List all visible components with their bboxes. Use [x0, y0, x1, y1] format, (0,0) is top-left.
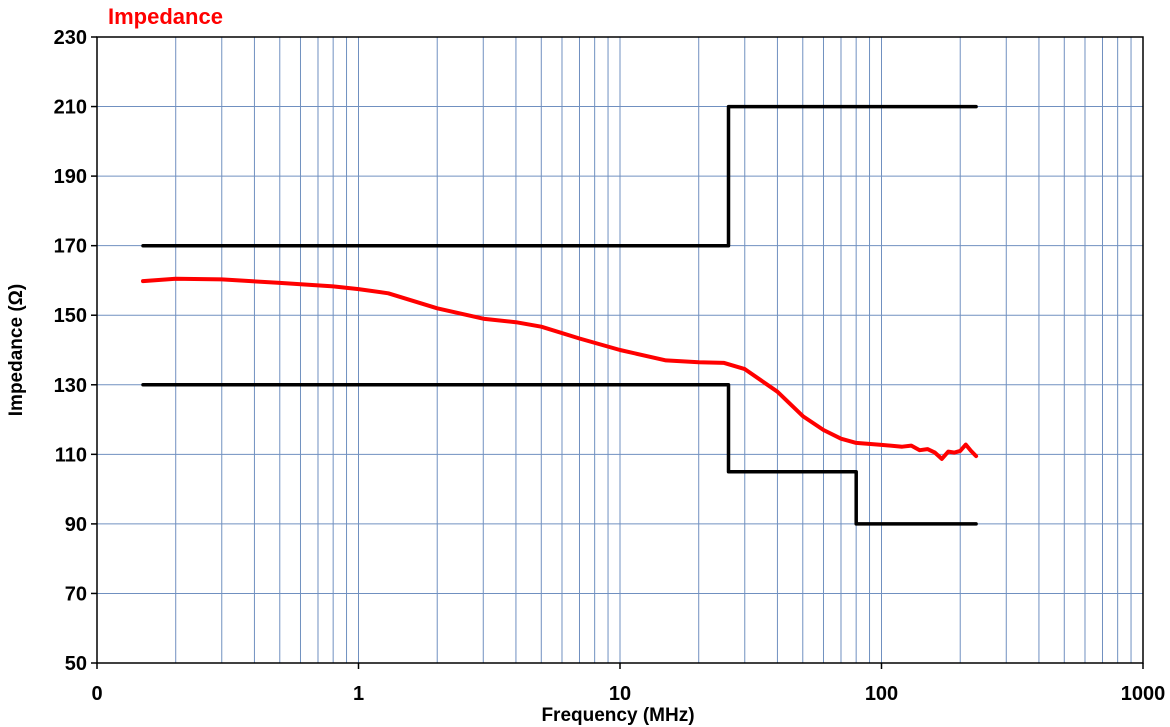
y-tick-label: 150 [54, 305, 87, 327]
series-group [141, 104, 979, 526]
grid [97, 37, 1143, 663]
x-tick-label: 10 [609, 683, 631, 705]
x-tick-label: 0 [91, 683, 102, 705]
measured-impedance-line [141, 276, 979, 461]
y-tick-label: 210 [54, 97, 87, 119]
y-tick-label: 70 [65, 583, 87, 605]
y-axis-title: Impedance (Ω) [6, 284, 27, 416]
limit-line [141, 383, 978, 526]
chart-title: Impedance [108, 4, 223, 29]
limit-line [141, 104, 978, 248]
y-tick-label: 170 [54, 236, 87, 258]
y-tick-label: 110 [55, 444, 87, 466]
x-axis-ticks: 0 1 10 100 1000 [91, 663, 1165, 705]
x-tick-label: 1 [353, 683, 364, 705]
y-tick-label: 50 [65, 653, 87, 675]
x-axis-title: Frequency (MHz) [541, 705, 694, 726]
y-tick-label: 130 [54, 375, 87, 397]
y-tick-label: 190 [54, 166, 87, 188]
x-tick-label: 1000 [1121, 683, 1166, 705]
x-tick-label: 100 [865, 683, 898, 705]
y-axis-ticks: 50 70 90 110 130 150 170 190 210 230 [54, 27, 97, 675]
y-tick-label: 90 [65, 514, 87, 536]
y-tick-label: 230 [54, 27, 87, 49]
